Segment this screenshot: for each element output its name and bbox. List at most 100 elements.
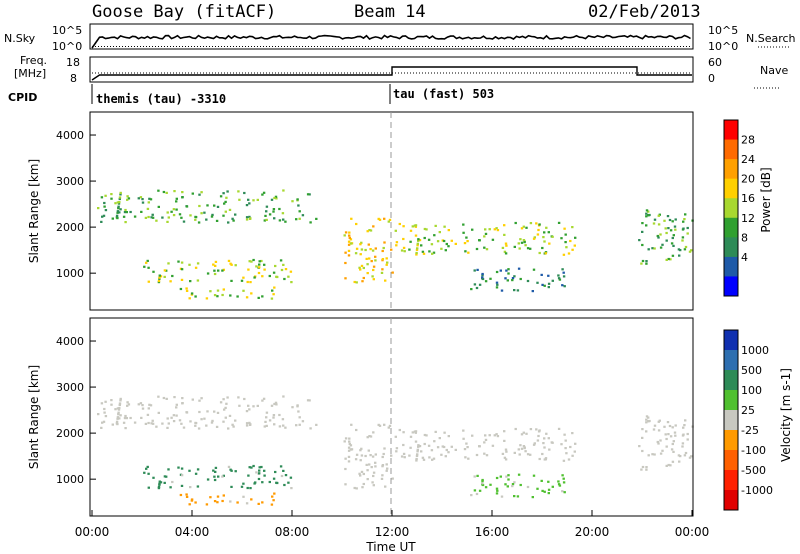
- velocity-cell: [213, 478, 217, 482]
- power-cell: [247, 268, 250, 271]
- velocity-cell: [668, 424, 672, 428]
- velocity-cell: [488, 434, 491, 437]
- velocity-cell: [382, 452, 385, 456]
- power-cell: [463, 242, 467, 245]
- velocity-cell: [205, 503, 209, 506]
- velocity-cell: [194, 421, 197, 424]
- power-cell: [368, 229, 371, 232]
- freq-tick-bottom: 8: [70, 72, 77, 85]
- power-cell: [223, 202, 226, 205]
- velocity-cell: [347, 446, 351, 449]
- power-cell: [219, 195, 223, 198]
- velocity-cell: [124, 414, 127, 418]
- velocity-cell: [671, 442, 674, 446]
- power-cell: [102, 214, 106, 217]
- power-cell: [543, 240, 546, 243]
- power-cell: [206, 204, 209, 207]
- power-cell: [234, 213, 237, 216]
- velocity-cell: [484, 438, 488, 441]
- power-cell: [484, 228, 487, 231]
- velocity-cell: [146, 413, 150, 416]
- power-cell: [185, 287, 188, 290]
- velocity-cell: [175, 414, 178, 417]
- velocity-cell: [388, 424, 392, 427]
- power-cell: [383, 241, 386, 244]
- velocity-cell: [177, 466, 180, 469]
- velocity-cell: [248, 421, 251, 424]
- power-cell: [659, 246, 663, 249]
- power-cell: [571, 248, 574, 251]
- velocity-cell: [210, 421, 214, 424]
- velocity-cell: [683, 454, 687, 457]
- power-cell: [538, 251, 541, 255]
- power-cell: [273, 217, 276, 220]
- power-cell: [484, 280, 488, 283]
- velocity-cell: [516, 495, 520, 498]
- velocity-cell: [681, 445, 684, 448]
- power-cell: [543, 231, 546, 234]
- velocity-cell: [278, 413, 281, 417]
- velocity-cell: [645, 418, 648, 421]
- velocity-cell: [234, 419, 237, 422]
- power-cell: [227, 221, 230, 224]
- velocity-cell: [295, 424, 298, 427]
- power-cell: [274, 195, 278, 198]
- power-cell: [641, 222, 644, 225]
- power-cell: [645, 209, 649, 212]
- power-cell: [367, 243, 370, 246]
- power-cell: [213, 269, 216, 272]
- velocity-cell: [117, 408, 121, 411]
- power-cell: [382, 246, 385, 250]
- power-cell: [430, 243, 434, 246]
- power-cell: [212, 263, 215, 266]
- power-cell: [110, 197, 113, 200]
- power-cell: [146, 259, 149, 262]
- velocity-cell: [261, 501, 264, 504]
- velocity-cell: [532, 474, 536, 477]
- velocity-cell: [284, 474, 288, 477]
- velocity-cell: [564, 447, 567, 450]
- power-cell: [427, 238, 431, 241]
- power-cell: [442, 239, 446, 243]
- velocity-cell: [238, 404, 241, 407]
- velocity-cell: [557, 483, 561, 486]
- velocity-cell: [145, 467, 148, 470]
- velocity-cell: [374, 465, 377, 468]
- power-cell: [245, 216, 249, 219]
- velocity-cell: [526, 485, 530, 489]
- power-cell: [147, 266, 150, 269]
- velocity-cell: [427, 444, 431, 447]
- power-cell: [563, 227, 566, 230]
- velocity-cell: [158, 480, 161, 483]
- power-cell: [663, 219, 666, 222]
- power-cell: [275, 275, 278, 278]
- velocity-cell: [673, 431, 677, 434]
- velocity-cell: [256, 404, 259, 407]
- velocity-cell: [473, 489, 477, 492]
- velocity-cell: [641, 465, 645, 469]
- velocity-cell: [519, 483, 522, 487]
- velocity-cell: [258, 472, 261, 475]
- velocity-cell: [245, 424, 249, 427]
- velocity-cell: [197, 427, 201, 430]
- x-axis-label: Time UT: [365, 540, 416, 554]
- velocity-cell: [169, 486, 172, 489]
- velocity-cell: [349, 444, 353, 447]
- power-cell: [306, 193, 310, 196]
- velocity-cell: [151, 422, 155, 425]
- velocity-cell: [364, 454, 367, 458]
- power-cell: [141, 198, 144, 201]
- power-cell: [503, 224, 506, 227]
- velocity-cell: [471, 434, 474, 437]
- power-cell: [261, 295, 264, 298]
- velocity-cell: [657, 420, 660, 423]
- velocity-cell: [209, 496, 212, 499]
- velocity-cell: [119, 399, 122, 402]
- velocity-cell: [547, 492, 550, 495]
- colorbar-tick-label: 20: [741, 173, 755, 186]
- power-cell: [228, 208, 232, 211]
- velocity-cell: [252, 464, 255, 468]
- velocity-cell: [511, 485, 514, 488]
- velocity-cell: [466, 446, 469, 449]
- power-cell: [143, 265, 146, 268]
